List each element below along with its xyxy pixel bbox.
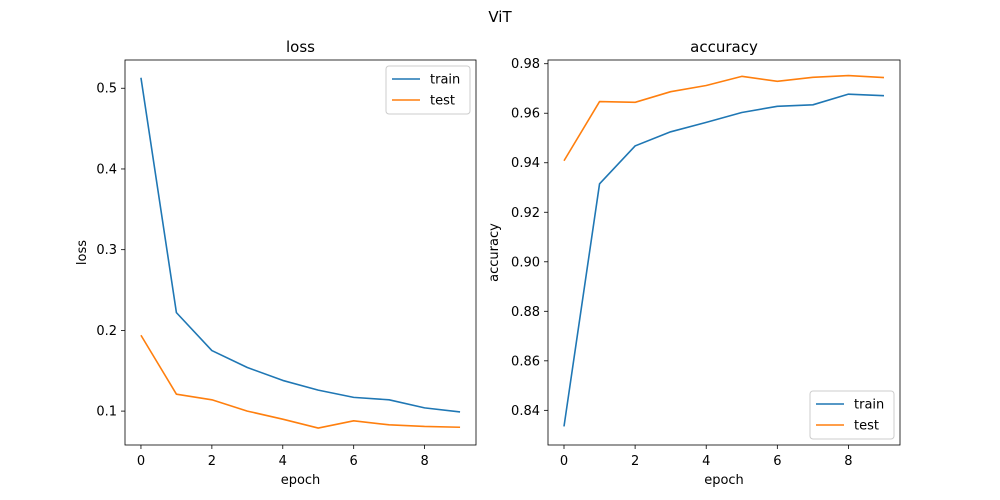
y-tick-label: 0.92	[511, 206, 540, 221]
y-tick-label: 0.96	[511, 107, 540, 122]
y-tick-label: 0.90	[511, 255, 540, 270]
y-axis-label: accuracy	[487, 223, 502, 282]
series-line-test	[563, 74, 885, 162]
y-tick-label: 0.3	[96, 243, 117, 258]
x-axis-label: epoch	[281, 473, 321, 488]
x-tick-label: 2	[208, 454, 216, 469]
legend-label-test: test	[854, 419, 879, 434]
axes-frame	[124, 59, 477, 446]
y-tick-label: 0.94	[511, 156, 540, 171]
x-tick-label: 4	[279, 454, 287, 469]
y-tick-label: 0.84	[511, 404, 540, 419]
legend: train test	[809, 390, 895, 440]
x-tick-label: 8	[844, 454, 852, 469]
x-tick-label: 6	[773, 454, 781, 469]
x-tick-label: 8	[420, 454, 428, 469]
axes-frame	[547, 59, 901, 446]
x-tick-label: 6	[350, 454, 358, 469]
series-line-train	[140, 77, 461, 413]
legend: train test	[385, 65, 471, 115]
x-tick-label: 0	[137, 454, 145, 469]
figure-suptitle: ViT	[488, 8, 512, 26]
y-tick-label: 0.5	[96, 82, 117, 97]
y-tick-label: 0.88	[511, 305, 540, 320]
x-axis-label: epoch	[704, 473, 744, 488]
y-tick-label: 0.4	[96, 162, 117, 177]
y-tick-label: 0.2	[96, 324, 117, 339]
subplot-title: loss	[286, 38, 315, 56]
subplot-loss: 0 2 4 6 8 0.1 0.2 0.3 0.4 0.5 loss epoch loss train te…	[75, 38, 477, 488]
y-tick-label: 0.1	[96, 405, 117, 420]
subplot-title: accuracy	[690, 38, 758, 56]
x-tick-label: 4	[702, 454, 710, 469]
x-tick-label: 0	[560, 454, 568, 469]
series-line-test	[140, 334, 461, 429]
y-tick-label: 0.98	[511, 57, 540, 72]
legend-label-train: train	[854, 398, 884, 413]
x-tick-label: 2	[631, 454, 639, 469]
legend-box	[385, 65, 471, 115]
legend-box	[809, 390, 895, 440]
legend-label-test: test	[430, 94, 455, 109]
subplot-accuracy: 0 2 4 6 8 0.84 0.86 0.88 0.90 0.92 0.94 0.96 0.98 acc…	[487, 38, 901, 488]
y-tick-label: 0.86	[511, 354, 540, 369]
series-line-train	[563, 93, 885, 427]
y-axis-label: loss	[75, 240, 90, 265]
legend-label-train: train	[430, 73, 460, 88]
